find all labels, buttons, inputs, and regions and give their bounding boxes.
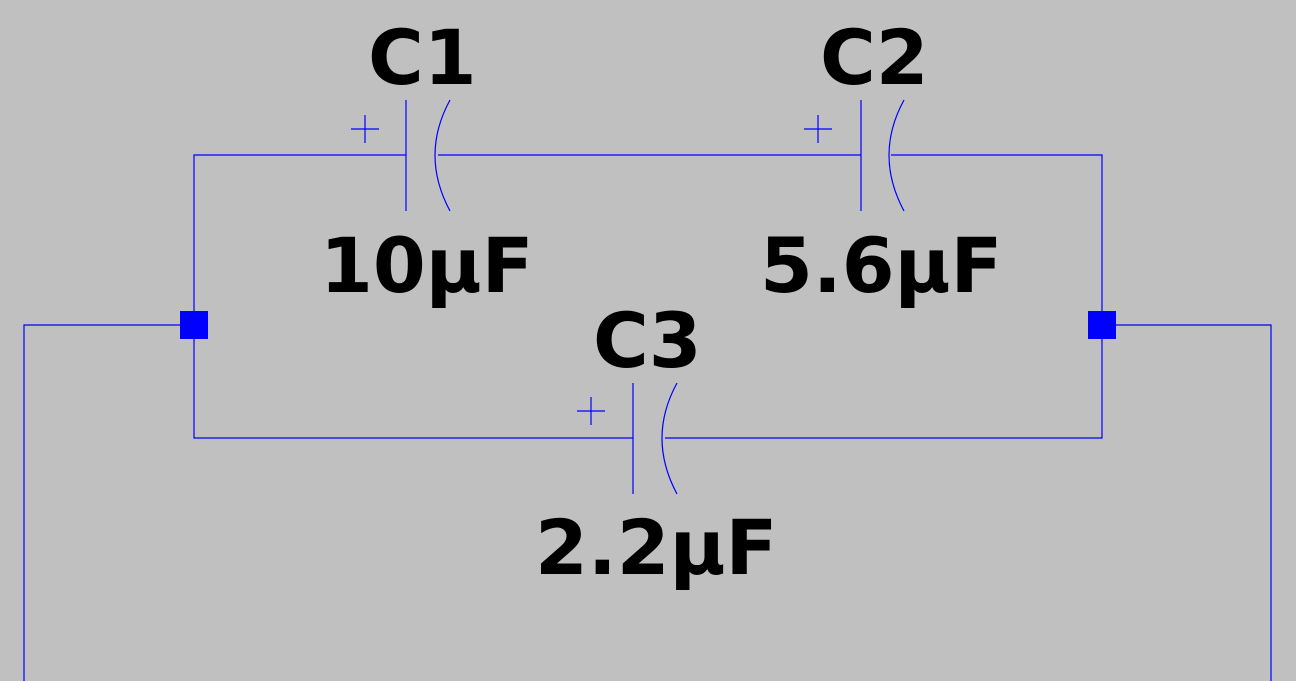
- c2-value-label[interactable]: 5.6µF: [760, 221, 1003, 310]
- c2-plate-curved: [888, 99, 905, 212]
- c1-plate-curved: [434, 99, 451, 212]
- wire-bottom-left: [193, 325, 633, 439]
- c3-value-label[interactable]: 2.2µF: [535, 503, 778, 592]
- c1-value-label[interactable]: 10µF: [320, 221, 534, 310]
- junction-left[interactable]: [180, 311, 208, 339]
- wire-top-left: [193, 154, 406, 325]
- c3-ref-label[interactable]: C3: [593, 296, 702, 385]
- capacitor-c3-symbol[interactable]: [577, 382, 678, 495]
- wire-left-lead: [23, 324, 194, 681]
- junction-right[interactable]: [1088, 311, 1116, 339]
- c1-ref-label[interactable]: C1: [368, 13, 477, 102]
- wire-right-lead: [1102, 324, 1272, 681]
- c3-plate-curved: [661, 382, 678, 495]
- c2-ref-label[interactable]: C2: [820, 13, 929, 102]
- capacitor-c1-symbol[interactable]: [351, 99, 451, 212]
- wires: [23, 154, 1272, 681]
- wire-top-right: [891, 154, 1103, 325]
- capacitor-c2-symbol[interactable]: [804, 99, 905, 212]
- wire-bottom-right: [665, 325, 1103, 439]
